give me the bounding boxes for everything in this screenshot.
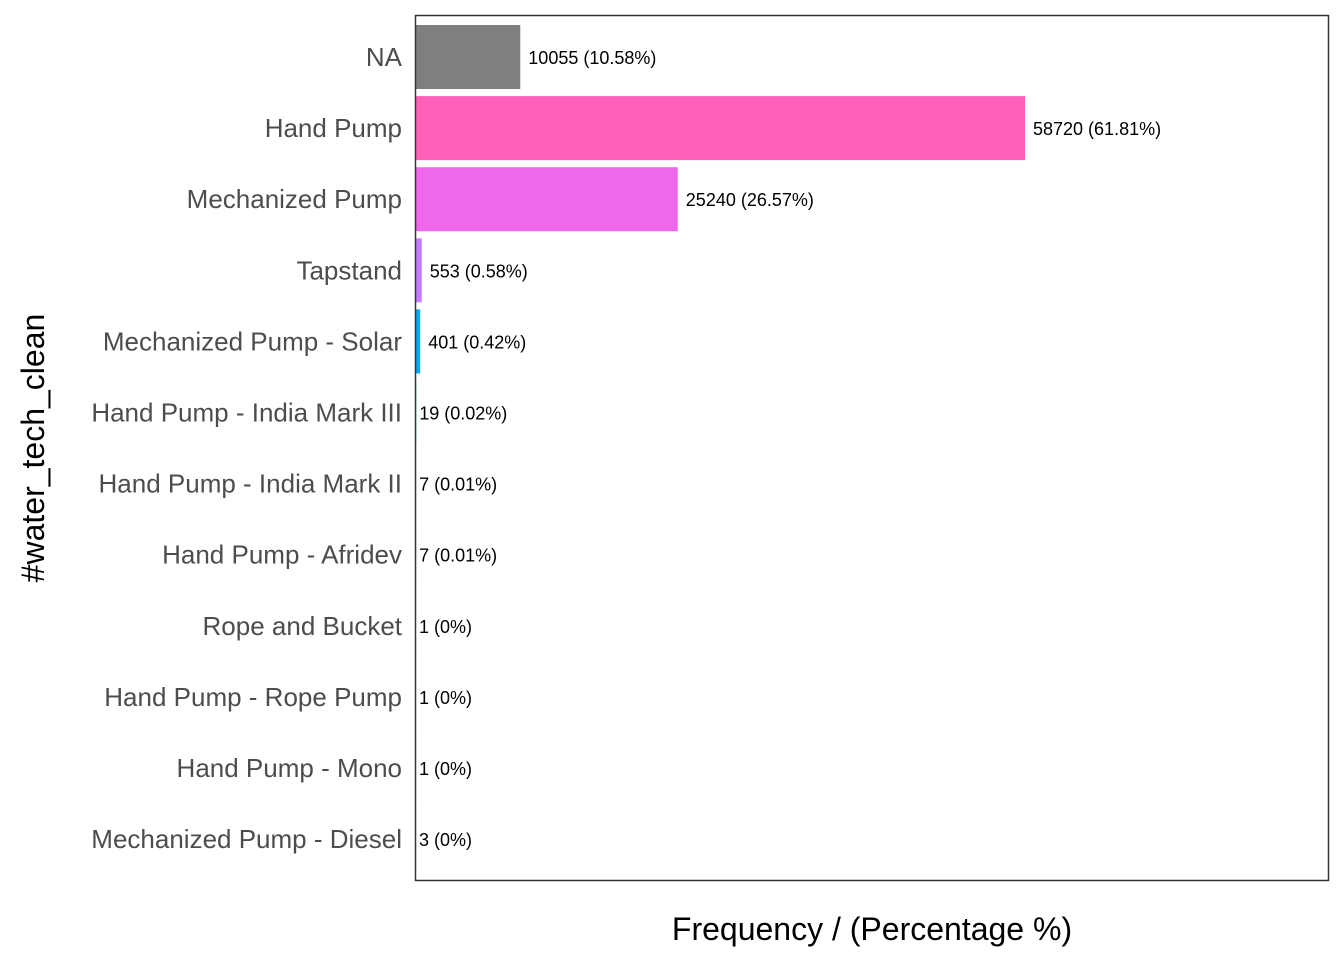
bar (416, 238, 422, 302)
bar-value-label: 7 (0.01%) (419, 546, 497, 566)
y-tick-label: Hand Pump - India Mark II (99, 469, 402, 499)
bar-value-label: 25240 (26.57%) (686, 190, 814, 210)
bar (416, 25, 520, 89)
bar-value-label: 10055 (10.58%) (528, 48, 656, 68)
bar (416, 96, 1025, 160)
y-tick-label: Hand Pump - Rope Pump (104, 682, 402, 712)
y-tick-label: Rope and Bucket (203, 611, 403, 641)
category-labels-layer: NA Hand Pump Mechanized Pump Tapstand Mechan… (91, 42, 402, 854)
bar-value-label: 3 (0%) (419, 830, 472, 850)
y-tick-label: Mechanized Pump - Diesel (91, 824, 402, 854)
bar-value-label: 1 (0%) (419, 688, 472, 708)
y-tick-label: Hand Pump (265, 113, 402, 143)
bar-value-label: 19 (0.02%) (419, 404, 507, 424)
y-axis-title: #water_tech_clean (15, 314, 51, 583)
y-tick-label: NA (366, 42, 403, 72)
x-axis-title: Frequency / (Percentage %) (672, 911, 1072, 947)
y-tick-label: Hand Pump - Mono (177, 753, 402, 783)
bar (416, 309, 420, 373)
bar-value-label: 553 (0.58%) (430, 261, 528, 281)
bar-value-label: 1 (0%) (419, 759, 472, 779)
y-tick-label: Mechanized Pump (187, 184, 402, 214)
bar-value-label: 7 (0.01%) (419, 475, 497, 495)
y-tick-label: Hand Pump - Afridev (162, 540, 402, 570)
y-tick-label: Tapstand (296, 255, 402, 285)
bar (416, 167, 678, 231)
y-tick-label: Mechanized Pump - Solar (103, 326, 402, 356)
bar-value-label: 401 (0.42%) (428, 332, 526, 352)
y-tick-label: Hand Pump - India Mark III (91, 398, 402, 428)
bar-value-label: 1 (0%) (419, 617, 472, 637)
bar-value-label: 58720 (61.81%) (1033, 119, 1161, 139)
bars-layer (416, 25, 1025, 871)
